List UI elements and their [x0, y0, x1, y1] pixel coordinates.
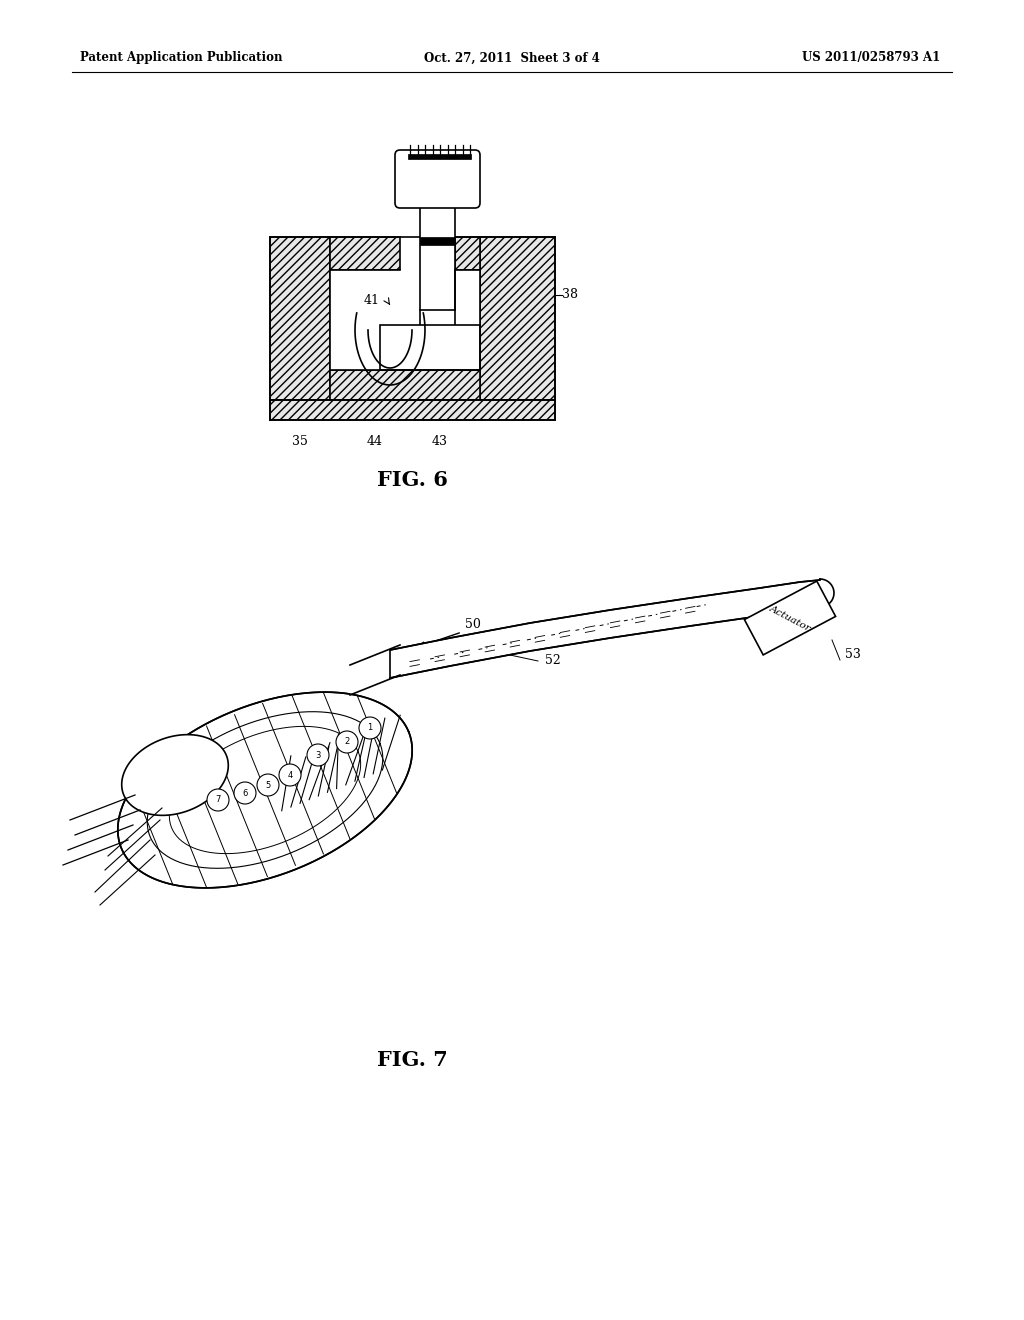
Text: FIG. 7: FIG. 7 — [377, 1049, 447, 1071]
Text: 52: 52 — [545, 653, 561, 667]
Circle shape — [257, 774, 279, 796]
Bar — [420, 238, 455, 246]
Bar — [420, 201, 455, 370]
Polygon shape — [118, 692, 413, 888]
Text: 44: 44 — [367, 436, 383, 447]
Polygon shape — [744, 581, 836, 655]
Text: 5: 5 — [265, 780, 270, 789]
Text: 4: 4 — [288, 771, 293, 780]
Text: 1: 1 — [368, 723, 373, 733]
Bar — [270, 238, 330, 400]
Text: Actuator: Actuator — [768, 603, 812, 632]
Text: 3: 3 — [315, 751, 321, 759]
Text: 43: 43 — [432, 436, 449, 447]
Text: US 2011/0258793 A1: US 2011/0258793 A1 — [802, 51, 940, 65]
FancyBboxPatch shape — [395, 150, 480, 209]
Text: 35: 35 — [292, 436, 308, 447]
Text: 6: 6 — [243, 788, 248, 797]
Polygon shape — [122, 735, 228, 816]
Circle shape — [336, 731, 358, 752]
Circle shape — [307, 744, 329, 766]
Text: 7: 7 — [215, 796, 221, 804]
Text: 38: 38 — [562, 289, 578, 301]
Text: 50: 50 — [465, 619, 481, 631]
Bar — [408, 154, 471, 158]
Polygon shape — [350, 645, 400, 696]
Bar — [330, 271, 480, 370]
Bar — [330, 370, 480, 400]
Polygon shape — [390, 579, 834, 678]
Circle shape — [207, 789, 229, 810]
Bar — [480, 238, 555, 400]
Text: 53: 53 — [845, 648, 861, 661]
Text: 2: 2 — [344, 738, 349, 747]
Text: Patent Application Publication: Patent Application Publication — [80, 51, 283, 65]
Bar — [380, 325, 480, 370]
Circle shape — [359, 717, 381, 739]
Text: 40: 40 — [440, 186, 456, 198]
Bar — [455, 238, 480, 271]
Circle shape — [234, 781, 256, 804]
Circle shape — [279, 764, 301, 785]
Text: 41: 41 — [364, 293, 380, 306]
Text: FIG. 6: FIG. 6 — [377, 470, 447, 490]
Text: Oct. 27, 2011  Sheet 3 of 4: Oct. 27, 2011 Sheet 3 of 4 — [424, 51, 600, 65]
Bar — [330, 238, 400, 271]
Bar — [270, 400, 555, 420]
